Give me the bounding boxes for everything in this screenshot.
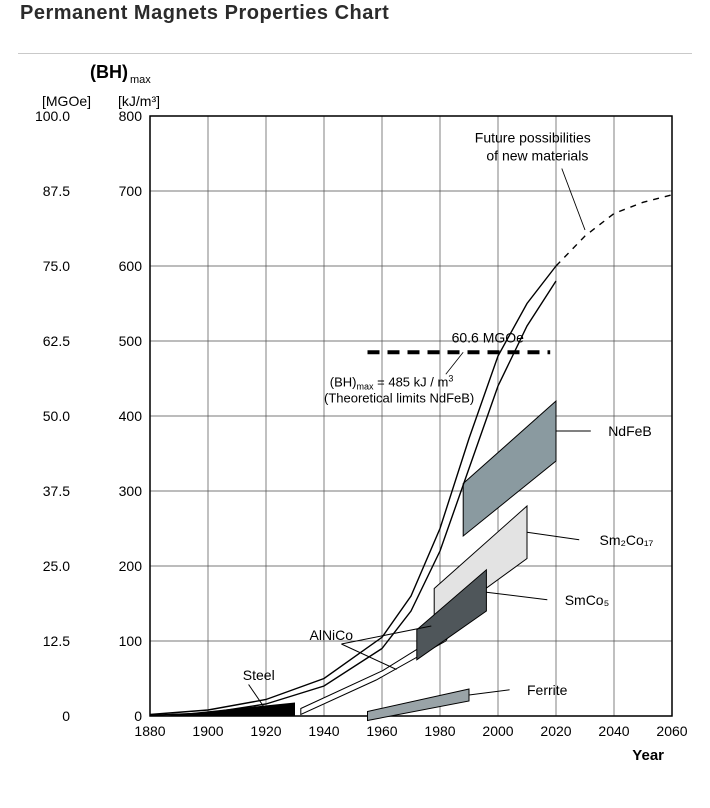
y-left-tick-label: 100.0 [35, 108, 70, 124]
y-left-tick-label: 0 [62, 708, 70, 724]
y-right-tick-label: 800 [119, 108, 143, 124]
y-left-tick-label: 62.5 [43, 333, 70, 349]
x-axis-label: Year [632, 747, 664, 764]
future-label-1: Future possibilities [475, 129, 591, 145]
label-AlNiCo: AlNiCo [310, 627, 354, 643]
y-left-tick-label: 25.0 [43, 558, 70, 574]
y-right-tick-label: 200 [119, 558, 143, 574]
y-left-unit: [MGOe] [42, 93, 91, 109]
x-tick-label: 2040 [598, 723, 629, 739]
x-tick-label: 1900 [192, 723, 223, 739]
theoretical-limit-top-label: 60.6 MGOe [452, 329, 525, 345]
x-tick-label: 2020 [540, 723, 571, 739]
x-tick-label: 1920 [250, 723, 281, 739]
y-right-tick-label: 300 [119, 483, 143, 499]
x-tick-label: 1960 [366, 723, 397, 739]
label-Steel: Steel [243, 667, 275, 683]
y-right-tick-label: 400 [119, 408, 143, 424]
y-left-tick-label: 12.5 [43, 633, 70, 649]
y-right-tick-label: 700 [119, 183, 143, 199]
label-Ferrite: Ferrite [527, 682, 568, 698]
bhmax-chart: (BH)max [MGOe] [kJ/m³] 1880 1900 1920 1940 1960… [20, 60, 700, 780]
x-tick-label: 1980 [424, 723, 455, 739]
y-left-tick-label: 37.5 [43, 483, 70, 499]
x-tick-label: 2060 [656, 723, 687, 739]
chart-container: (BH)max [MGOe] [kJ/m³] 1880 1900 1920 1940 1960… [20, 60, 700, 780]
y-right-tick-label: 500 [119, 333, 143, 349]
y-left-tick-label: 87.5 [43, 183, 70, 199]
y-left-tick-label: 50.0 [43, 408, 70, 424]
x-tick-label: 2000 [482, 723, 513, 739]
y-axis-title: (BH)max [90, 62, 151, 86]
svg-text:(BH): (BH) [90, 62, 128, 82]
y-right-tick-label: 100 [119, 633, 143, 649]
theoretical-limit-label-2: (Theoretical limits NdFeB) [324, 390, 474, 405]
x-tick-label: 1940 [308, 723, 339, 739]
y-left-tick-label: 75.0 [43, 258, 70, 274]
page-title: Permanent Magnets Properties Chart [0, 2, 710, 25]
section-divider [18, 53, 692, 54]
svg-text:max: max [130, 74, 151, 86]
y-right-tick-label: 600 [119, 258, 143, 274]
y-right-tick-label: 0 [134, 708, 142, 724]
x-tick-label: 1880 [134, 723, 165, 739]
y-right-unit: [kJ/m³] [118, 93, 160, 109]
theoretical-limit-label-1: (BH)max = 485 kJ / m3 [330, 373, 454, 391]
future-label-2: of new materials [486, 147, 588, 163]
label-SmCo5: SmCo₅ [565, 592, 610, 608]
label-NdFeB: NdFeB [608, 423, 652, 439]
label-Sm2Co17: Sm₂Co₁₇ [600, 532, 654, 548]
